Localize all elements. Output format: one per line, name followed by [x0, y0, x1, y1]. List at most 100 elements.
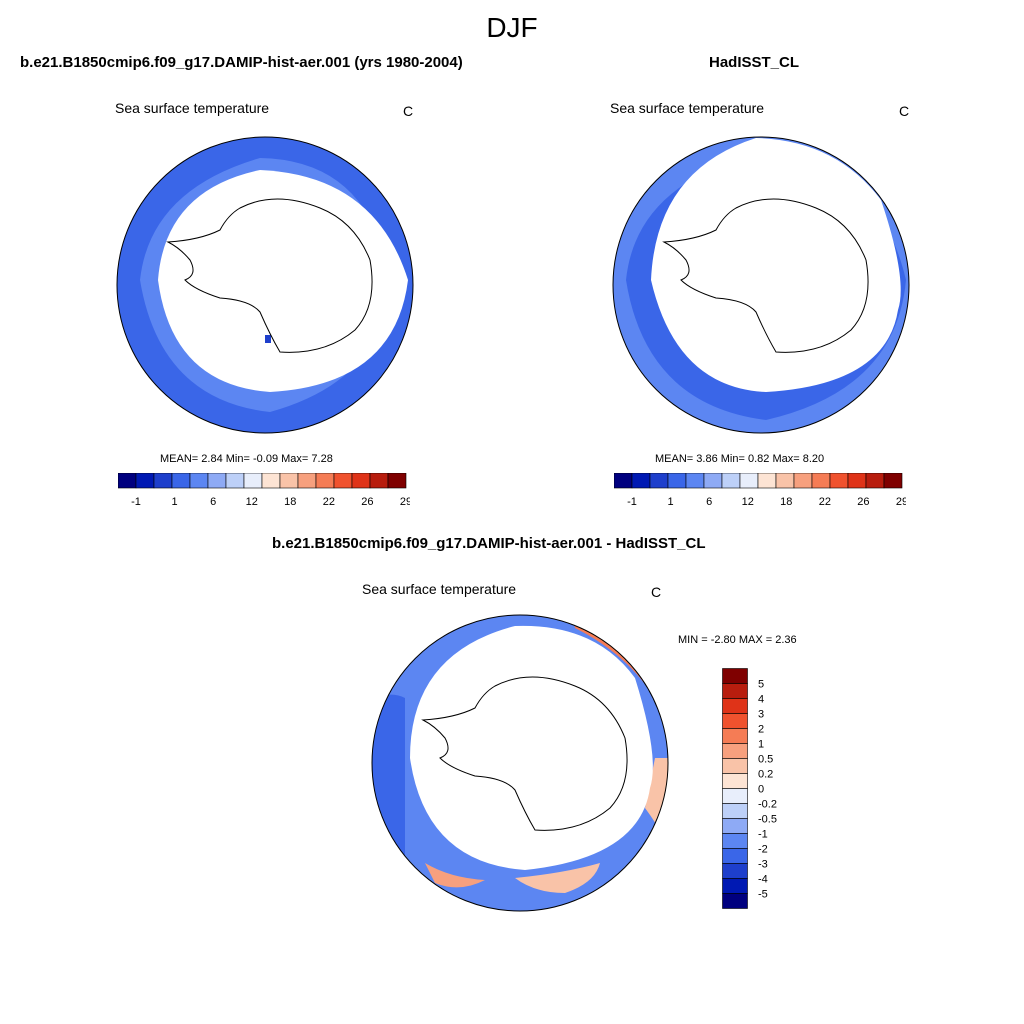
panel3-max-label: MAX = [738, 634, 773, 646]
panel1-map-border [116, 136, 414, 434]
panel1-colorbar: -1 1 6 12 18 22 26 29 [118, 473, 410, 508]
panel3-colorbar-tick-label: -0.2 [758, 799, 777, 811]
panel1-colorbar-swatch [387, 473, 407, 489]
panel3-colorbar-tick-label: 4 [758, 694, 764, 706]
panel2-map-border [612, 136, 910, 434]
panel1-polar-map [116, 136, 414, 434]
panel1-colorbar-tick-label: -1 [131, 496, 141, 508]
panel2-colorbar-swatch [811, 473, 831, 489]
panel1-max-value: 7.28 [311, 453, 333, 465]
panel2-colorbar-tick-label: 6 [706, 496, 712, 508]
panel3-colorbar-swatch [722, 773, 748, 789]
panel3-colorbar-swatch [722, 743, 748, 759]
panel1-colorbar-swatch [171, 473, 191, 489]
panel3-colorbar-tick-label: 0.5 [758, 754, 773, 766]
panel1-colorbar-swatch [261, 473, 281, 489]
panel1-colorbar-tick-label: 1 [172, 496, 178, 508]
figure-title: DJF [486, 12, 538, 43]
panel2-colorbar-swatch [721, 473, 741, 489]
panel3-positive-anomaly-southwest [425, 863, 485, 888]
panel2-colorbar-swatch [739, 473, 759, 489]
panel3-colorbar: 5 4 3 2 1 0.5 0.2 0 -0.2 -0.5 -1 -2 -3 -4 -5 [722, 668, 777, 909]
panel1-title: b.e21.B1850cmip6.f09_g17.DAMIP-hist-aer.… [20, 54, 463, 71]
panel2-colorbar-swatch [667, 473, 687, 489]
panel2-colorbar-tick-label: 18 [780, 496, 792, 508]
panel3-colorbar-tick-label: 5 [758, 679, 764, 691]
panel3-colorbar-swatch [722, 683, 748, 699]
panel3-colorbar-swatch [722, 833, 748, 849]
panel3-colorbar-swatch [722, 893, 748, 909]
panel2-colorbar-tick-label: 26 [857, 496, 869, 508]
panel1-colorbar-swatch [243, 473, 263, 489]
panel3-map-border [371, 614, 669, 912]
panel3-ice-mask [410, 625, 653, 870]
panel1-colorbar-tick-label: 12 [246, 496, 258, 508]
panel2-colorbar-swatch [847, 473, 867, 489]
panel3-colorbar-tick-label: 0.2 [758, 769, 773, 781]
panel2-colorbar-tick-label: 29 [896, 496, 906, 508]
panel2-colorbar-swatch [793, 473, 813, 489]
panel1-variable-label: Sea surface temperature [115, 100, 270, 116]
panel1-colorbar-swatch [189, 473, 209, 489]
panel1-colorbar-swatch [135, 473, 155, 489]
panel3-min-value: -2.80 [710, 634, 736, 646]
panel3-colorbar-tick-label: 2 [758, 724, 764, 736]
panel3-colorbar-swatch [722, 818, 748, 834]
panel3-colorbar-tick-label: 0 [758, 784, 764, 796]
panel1-colorbar-swatch [297, 473, 317, 489]
panel3-colorbar-tick-label: -1 [758, 829, 768, 841]
panel1-colorbar-tick-label: 18 [284, 496, 296, 508]
panel2-min-label: Min= [720, 453, 745, 465]
panel1-min-value: -0.09 [252, 453, 279, 465]
panel3-colorbar-swatch [722, 878, 748, 894]
panel3-colorbar-swatch [722, 728, 748, 744]
panel3-colorbar-swatch [722, 848, 748, 864]
panel2-antarctica-coastline [662, 198, 869, 353]
panel1-min-label: Min= [225, 453, 250, 465]
panel1-colorbar-swatch [207, 473, 227, 489]
panel2-colorbar-swatch [865, 473, 885, 489]
panel2-colorbar-swatch [883, 473, 903, 489]
panel3-colorbar-swatch [722, 863, 748, 879]
panel3-colorbar-tick-label: -0.5 [758, 814, 777, 826]
panel2-title: HadISST_CL [709, 54, 800, 71]
panel2-mean-value: 3.86 [696, 453, 718, 465]
panel2-units-label: C [899, 103, 910, 119]
panel3-colorbar-swatch [722, 758, 748, 774]
panel1-ocean-patch [265, 335, 271, 343]
panel3-colorbar-swatch [722, 788, 748, 804]
panel1-colorbar-swatch [118, 473, 137, 489]
panel1-colorbar-tick-label: 22 [323, 496, 335, 508]
panel3-variable-label: Sea surface temperature [362, 581, 517, 597]
panel1-colorbar-swatch [153, 473, 173, 489]
panel1-colorbar-tick-label: 29 [400, 496, 410, 508]
panel1-max-label: Max= [281, 453, 309, 465]
panel2-colorbar-swatch [775, 473, 795, 489]
panel1-units-label: C [403, 103, 414, 119]
panel1-colorbar-tick-label: 6 [210, 496, 216, 508]
panel1-colorbar-tick-label: 26 [361, 496, 373, 508]
panel2-colorbar-swatch [614, 473, 633, 489]
panel2-colorbar-swatch [703, 473, 723, 489]
panel3-colorbar-tick-label: -4 [758, 874, 768, 886]
panel1-colorbar-swatch [369, 473, 389, 489]
panel3-units-label: C [651, 584, 662, 600]
panel1-stats: MEAN= 2.84 Min= -0.09 Max= 7.28 [160, 453, 333, 465]
panel1-colorbar-swatch [225, 473, 245, 489]
panel3-positive-anomaly-south [515, 863, 600, 893]
panel1-mean-value: 2.84 [201, 453, 223, 465]
panel1-colorbar-swatch [315, 473, 335, 489]
panel3-stats: MIN = -2.80 MAX = 2.36 [678, 634, 797, 646]
panel1-mean-label: MEAN= [160, 453, 199, 465]
panel3-colorbar-swatch [722, 698, 748, 714]
panel2-mean-label: MEAN= [655, 453, 694, 465]
panel3-colorbar-swatch [722, 803, 748, 819]
panel1-antarctica-coastline [166, 198, 373, 353]
panel3-negative-anomaly-west [372, 694, 405, 878]
panel1-colorbar-swatch [351, 473, 371, 489]
panel3-min-label: MIN = [678, 634, 708, 646]
panel1-colorbar-swatch [333, 473, 353, 489]
panel3-colorbar-tick-label: 1 [758, 739, 764, 751]
panel2-colorbar-swatch [757, 473, 777, 489]
panel2-colorbar-tick-label: 22 [819, 496, 831, 508]
